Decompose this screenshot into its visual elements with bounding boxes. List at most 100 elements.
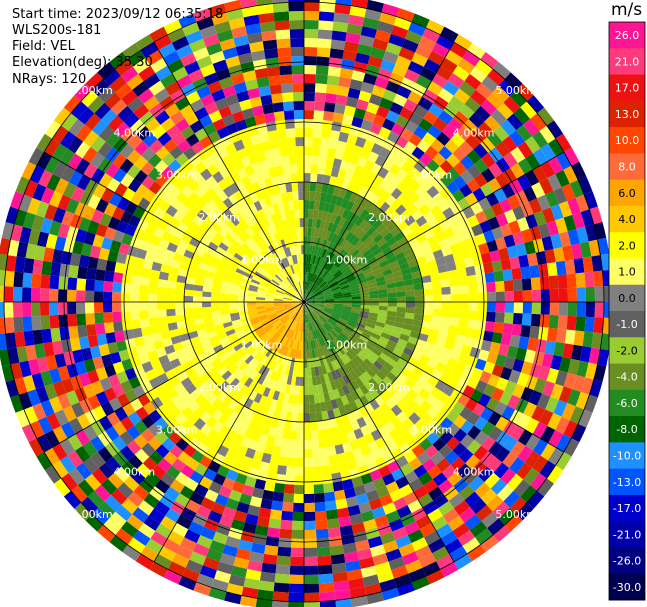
velocity-cell <box>357 337 367 347</box>
velocity-cell <box>276 323 284 331</box>
velocity-cell <box>304 2 320 12</box>
velocity-cell <box>341 208 351 220</box>
colorbar-tick-label: -13.0 <box>613 476 641 489</box>
velocity-cell <box>480 52 499 69</box>
velocity-cell <box>89 345 102 359</box>
velocity-cell <box>135 344 148 356</box>
velocity-cell <box>202 291 212 298</box>
velocity-cell <box>243 205 253 217</box>
velocity-cell <box>475 82 493 100</box>
velocity-cell <box>149 450 164 465</box>
velocity-cell <box>447 324 459 335</box>
velocity-cell <box>389 353 401 363</box>
velocity-cell <box>343 422 354 434</box>
velocity-cell <box>200 497 215 511</box>
velocity-cell <box>332 186 342 197</box>
velocity-cell <box>367 315 378 322</box>
velocity-cell <box>297 331 301 341</box>
velocity-cell <box>265 306 275 311</box>
velocity-cell <box>336 335 345 345</box>
velocity-cell <box>361 264 371 273</box>
velocity-cell <box>325 400 333 411</box>
velocity-cell <box>108 397 123 412</box>
velocity-cell <box>306 302 316 304</box>
velocity-cell <box>318 280 327 288</box>
velocity-cell <box>374 561 392 575</box>
velocity-cell <box>247 302 257 305</box>
velocity-cell <box>441 246 453 257</box>
velocity-cell <box>335 246 343 256</box>
velocity-cell <box>368 182 380 194</box>
velocity-cell <box>115 504 133 522</box>
velocity-cell <box>540 161 556 179</box>
velocity-cell <box>247 309 258 314</box>
velocity-cell <box>256 296 266 300</box>
velocity-cell <box>207 510 223 524</box>
velocity-cell <box>341 289 351 294</box>
velocity-cell <box>376 237 387 248</box>
velocity-cell <box>594 286 604 302</box>
velocity-cell <box>390 330 402 339</box>
velocity-cell <box>445 332 457 343</box>
colorbar-swatch <box>609 48 645 76</box>
velocity-cell <box>459 302 469 311</box>
velocity-cell <box>486 291 496 302</box>
velocity-cell <box>418 203 431 216</box>
velocity-cell <box>491 260 503 272</box>
velocity-cell <box>296 313 301 322</box>
velocity-cell <box>135 248 148 260</box>
velocity-cell <box>272 390 280 401</box>
velocity-cell <box>80 242 93 257</box>
velocity-cell <box>344 326 354 334</box>
velocity-cell <box>292 302 302 304</box>
velocity-cell <box>314 227 320 238</box>
velocity-cell <box>403 278 414 287</box>
velocity-cell <box>166 287 176 296</box>
velocity-cell <box>169 235 182 246</box>
velocity-cell <box>288 583 304 593</box>
velocity-cell <box>173 210 186 222</box>
velocity-cell <box>487 177 502 193</box>
velocity-cell <box>535 250 547 265</box>
velocity-cell <box>453 478 469 494</box>
velocity-cell <box>172 66 189 82</box>
velocity-cell <box>304 56 317 66</box>
velocity-cell <box>332 204 341 216</box>
velocity-cell <box>516 462 533 480</box>
velocity-cell <box>399 106 414 121</box>
velocity-cell <box>149 139 164 154</box>
velocity-cell <box>109 351 122 365</box>
velocity-cell <box>550 355 563 371</box>
velocity-cell <box>195 367 207 378</box>
velocity-cell <box>430 351 442 362</box>
velocity-cell <box>293 110 304 120</box>
velocity-cell <box>323 289 333 295</box>
velocity-cell <box>333 306 343 311</box>
velocity-cell <box>255 151 266 163</box>
velocity-cell <box>283 247 290 258</box>
velocity-cell <box>262 103 274 115</box>
velocity-cell <box>231 319 242 326</box>
velocity-cell <box>480 535 499 552</box>
velocity-cell <box>4 270 15 287</box>
velocity-cell <box>432 437 447 452</box>
velocity-cell <box>332 288 342 293</box>
velocity-cell <box>186 325 197 334</box>
velocity-cell <box>584 271 595 288</box>
velocity-cell <box>261 319 271 326</box>
velocity-cell <box>382 376 394 387</box>
velocity-cell <box>137 197 151 211</box>
velocity-cell <box>242 522 257 534</box>
velocity-cell <box>251 162 262 174</box>
velocity-cell <box>304 520 316 530</box>
velocity-cell <box>147 422 162 437</box>
velocity-cell <box>251 321 262 328</box>
velocity-cell <box>312 457 322 467</box>
velocity-cell <box>438 271 450 281</box>
velocity-cell <box>396 296 406 302</box>
velocity-cell <box>288 439 297 449</box>
velocity-cell <box>415 44 433 59</box>
velocity-cell <box>166 242 178 253</box>
velocity-cell <box>116 220 129 234</box>
velocity-cell <box>501 405 516 421</box>
